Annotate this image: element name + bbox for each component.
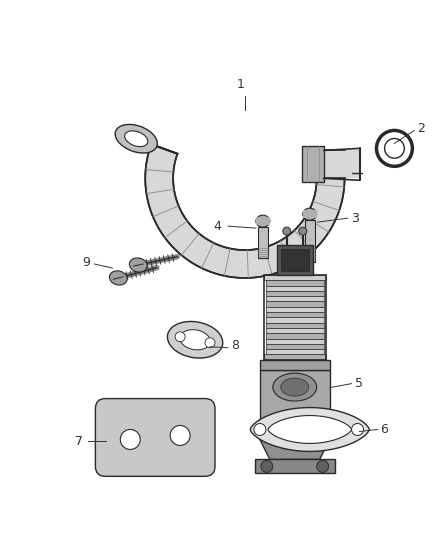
Bar bbox=[266, 280, 324, 286]
Text: 5: 5 bbox=[355, 377, 363, 390]
Text: 9: 9 bbox=[82, 255, 90, 269]
Text: 2: 2 bbox=[417, 122, 425, 135]
Bar bbox=[260, 360, 330, 370]
Ellipse shape bbox=[299, 227, 307, 235]
Ellipse shape bbox=[317, 461, 328, 472]
FancyBboxPatch shape bbox=[95, 399, 215, 477]
Bar bbox=[256, 217, 270, 225]
Ellipse shape bbox=[175, 332, 185, 342]
Text: 1: 1 bbox=[237, 78, 245, 91]
Bar bbox=[266, 344, 324, 349]
Ellipse shape bbox=[281, 378, 309, 396]
Bar bbox=[277, 245, 313, 275]
Ellipse shape bbox=[167, 321, 223, 358]
Bar bbox=[255, 459, 335, 473]
Polygon shape bbox=[260, 419, 330, 459]
Bar bbox=[266, 349, 324, 354]
Bar bbox=[266, 286, 324, 291]
Bar bbox=[266, 328, 324, 333]
Bar bbox=[266, 291, 324, 296]
Bar bbox=[266, 317, 324, 322]
Bar bbox=[260, 370, 330, 419]
Bar bbox=[266, 312, 324, 317]
Polygon shape bbox=[251, 408, 370, 451]
Bar bbox=[266, 307, 324, 312]
Ellipse shape bbox=[110, 271, 127, 285]
Bar bbox=[305, 150, 345, 178]
Ellipse shape bbox=[125, 131, 148, 147]
Text: 8: 8 bbox=[231, 339, 239, 352]
Bar bbox=[266, 322, 324, 328]
Ellipse shape bbox=[205, 338, 215, 348]
Bar bbox=[303, 210, 317, 218]
Bar bbox=[266, 302, 324, 307]
Text: 7: 7 bbox=[75, 435, 83, 448]
Ellipse shape bbox=[256, 215, 270, 227]
Bar bbox=[258, 227, 268, 258]
Ellipse shape bbox=[170, 425, 190, 446]
Ellipse shape bbox=[303, 208, 317, 220]
Bar bbox=[264, 275, 326, 360]
Ellipse shape bbox=[120, 430, 140, 449]
Polygon shape bbox=[145, 144, 345, 278]
Bar bbox=[302, 147, 324, 182]
Ellipse shape bbox=[352, 424, 364, 435]
Polygon shape bbox=[268, 416, 352, 443]
Ellipse shape bbox=[283, 227, 291, 235]
Ellipse shape bbox=[254, 424, 266, 435]
Text: 6: 6 bbox=[381, 423, 389, 436]
Bar bbox=[264, 275, 326, 280]
Bar bbox=[266, 333, 324, 338]
Bar bbox=[305, 220, 314, 262]
Bar bbox=[266, 296, 324, 302]
Ellipse shape bbox=[377, 131, 413, 166]
Ellipse shape bbox=[261, 461, 273, 472]
Ellipse shape bbox=[273, 373, 317, 401]
Ellipse shape bbox=[180, 330, 210, 350]
Bar bbox=[266, 338, 324, 344]
Ellipse shape bbox=[385, 139, 404, 158]
Bar bbox=[264, 354, 326, 360]
Bar bbox=[281, 249, 309, 271]
Bar bbox=[324, 150, 360, 178]
Ellipse shape bbox=[115, 124, 157, 153]
Text: 3: 3 bbox=[350, 212, 358, 224]
Text: 4: 4 bbox=[213, 220, 221, 232]
Ellipse shape bbox=[129, 258, 147, 272]
